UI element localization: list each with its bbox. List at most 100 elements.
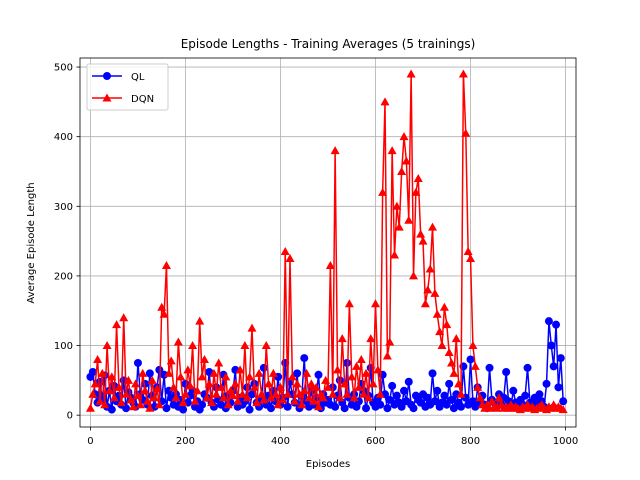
data-point-dqn [375,389,385,398]
data-point-ql [552,320,561,329]
data-point-ql [430,397,439,406]
data-point-dqn [202,393,212,402]
data-point-dqn [159,309,169,318]
legend: QL DQN [86,63,169,111]
data-point-ql [535,390,544,399]
data-point-dqn [297,400,307,409]
data-point-ql [300,354,309,363]
data-point-dqn [164,368,174,377]
data-point-ql [340,404,349,413]
data-point-dqn [188,341,198,350]
data-point-dqn [233,396,243,405]
data-point-ql [145,369,154,378]
data-point-ql [247,390,256,399]
x-tick-label: 1000 [553,436,578,447]
data-point-ql [447,395,456,404]
data-point-dqn [228,391,238,400]
data-point-dqn [147,375,157,384]
data-point-dqn [240,341,250,350]
data-point-dqn [107,372,117,381]
data-point-ql [266,404,275,413]
data-point-ql [433,386,442,395]
data-point-dqn [88,389,98,398]
data-point-ql [400,386,409,395]
data-point-ql [198,400,207,409]
data-point-dqn [192,386,202,395]
data-point-dqn [133,391,143,400]
data-point-dqn [335,393,345,402]
data-point-ql [549,362,558,371]
data-point-dqn [342,389,352,398]
data-point-ql [133,358,142,367]
data-point-ql [181,379,190,388]
data-point-dqn [387,146,397,155]
x-tick-label: 800 [461,436,480,447]
legend-dqn-marker [102,93,112,102]
data-point-ql [397,402,406,411]
y-tick-label: 300 [54,202,73,213]
data-point-dqn [116,398,126,407]
data-point-dqn [266,393,276,402]
data-point-dqn [128,402,138,411]
data-point-dqn [368,379,378,388]
data-point-dqn [104,386,114,395]
data-point-ql [445,379,454,388]
axes [76,57,577,431]
data-point-dqn [273,400,283,409]
data-point-ql [457,402,466,411]
data-point-dqn [275,382,285,391]
data-point-dqn [247,323,257,332]
data-point-dqn [382,351,392,360]
data-point-dqn [306,379,316,388]
data-point-dqn [361,368,371,377]
x-tick-label: 0 [87,436,93,447]
data-point-dqn [404,215,414,224]
data-point-dqn [249,382,259,391]
data-point-dqn [161,260,171,269]
data-point-dqn [254,368,264,377]
data-point-dqn [428,222,438,231]
data-point-dqn [318,393,328,402]
data-point-dqn [439,302,449,311]
data-point-ql [314,370,323,379]
data-point-dqn [354,382,364,391]
data-point-dqn [435,327,445,336]
data-point-ql [331,402,340,411]
data-point-ql [383,404,392,413]
data-point-dqn [280,247,290,256]
data-point-dqn [119,313,129,322]
data-point-dqn [409,271,419,280]
data-point-dqn [114,382,124,391]
data-point-dqn [261,341,271,350]
data-point-ql [343,358,351,367]
data-point-dqn [252,398,262,407]
data-point-dqn [145,403,155,412]
data-point-dqn [294,389,304,398]
data-point-dqn [100,400,110,409]
legend-box [86,63,169,111]
data-point-ql [404,377,413,386]
data-point-dqn [349,393,359,402]
y-tick-label: 0 [67,411,73,422]
data-point-ql [440,391,449,400]
data-point-dqn [157,302,167,311]
data-point-dqn [425,264,435,273]
legend-ql-marker [103,72,111,80]
data-point-dqn [449,368,459,377]
data-point-dqn [278,395,288,404]
data-point-dqn [85,403,95,412]
data-point-dqn [437,341,447,350]
data-point-ql [293,369,302,378]
data-point-dqn [195,316,205,325]
data-point-dqn [413,173,423,182]
data-point-dqn [344,299,354,308]
data-point-dqn [140,386,150,395]
data-point-ql [107,405,116,414]
data-point-dqn [458,69,468,78]
data-point-dqn [285,254,295,263]
data-point-dqn [221,372,231,381]
data-point-dqn [197,372,207,381]
data-point-dqn [230,379,240,388]
data-point-dqn [442,320,452,329]
